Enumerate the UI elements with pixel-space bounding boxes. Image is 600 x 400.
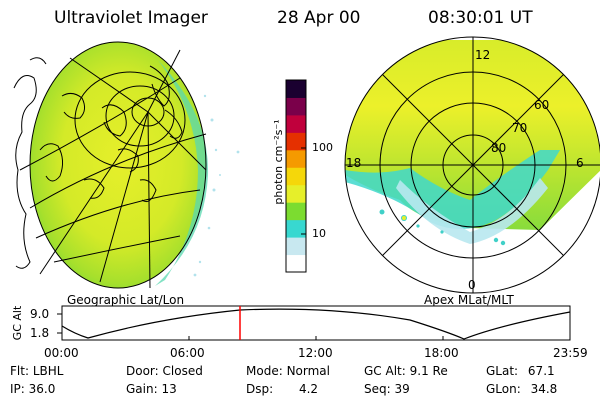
geographic-image <box>13 41 240 289</box>
date-label: 28 Apr 00 <box>277 8 361 28</box>
instrument-title: Ultraviolet Imager <box>54 8 208 28</box>
colorbar-tick-100: 100 <box>312 141 333 154</box>
timeline-ytick-low: 1.8 <box>30 326 50 340</box>
time-tick-2359: 23:59 <box>553 346 588 360</box>
status-mode: Mode: Normal <box>246 364 330 378</box>
status-glat: GLat: 67.1 <box>486 364 555 378</box>
timeline-ytick-high: 9.0 <box>30 307 50 321</box>
status-dsp: Dsp: 4.2 <box>246 382 319 396</box>
colorbar-band <box>286 97 306 116</box>
colorbar-unit-label: photon cm⁻²s⁻¹ <box>272 119 285 205</box>
time-tick-1200: 12:00 <box>298 346 333 360</box>
colorbar-frame <box>285 79 307 273</box>
time-tick-0600: 06:00 <box>170 346 205 360</box>
colorbar-band <box>286 80 306 98</box>
status-ip: IP: 36.0 <box>10 382 56 396</box>
mlat-label-60: 60 <box>534 98 550 112</box>
colorbar-tick-10: 10 <box>312 227 326 240</box>
mlat-label-70: 70 <box>512 121 528 135</box>
colorbar-band <box>286 114 306 133</box>
status-gc-alt: GC Alt: 9.1 Re <box>364 364 448 378</box>
polar-plot <box>344 36 600 294</box>
mlat-label-80: 80 <box>491 141 507 155</box>
colorbar-band <box>286 219 306 238</box>
colorbar-band <box>286 202 306 221</box>
colorbar-band <box>286 149 306 168</box>
time-tick-0000: 00:00 <box>44 346 79 360</box>
altitude-timeline <box>57 305 571 341</box>
colorbar-band <box>286 132 306 151</box>
status-seq: Seq: 39 <box>364 382 410 396</box>
status-gain: Gain: 13 <box>126 382 177 396</box>
mlt-label-6: 6 <box>576 156 584 170</box>
status-filter: Flt: LBHL <box>10 364 64 378</box>
mlt-label-0: 0 <box>468 278 476 292</box>
colorbar-band <box>286 237 306 256</box>
apex-caption: Apex MLat/MLT <box>424 293 514 307</box>
color-bar <box>285 79 307 273</box>
colorbar-band <box>286 184 306 203</box>
colorbar-ticks <box>301 147 306 235</box>
mlt-label-12: 12 <box>475 48 491 62</box>
time-tick-1800: 18:00 <box>424 346 459 360</box>
mlt-label-18: 18 <box>346 156 362 170</box>
geographic-caption: Geographic Lat/Lon <box>67 293 185 307</box>
timeline-ylabel: GC Alt <box>11 305 24 341</box>
status-glon: GLon: 34.8 <box>486 382 558 396</box>
colorbar-band <box>286 254 306 273</box>
time-label: 08:30:01 UT <box>428 8 533 28</box>
status-door: Door: Closed <box>126 364 203 378</box>
colorbar-band <box>286 167 306 186</box>
